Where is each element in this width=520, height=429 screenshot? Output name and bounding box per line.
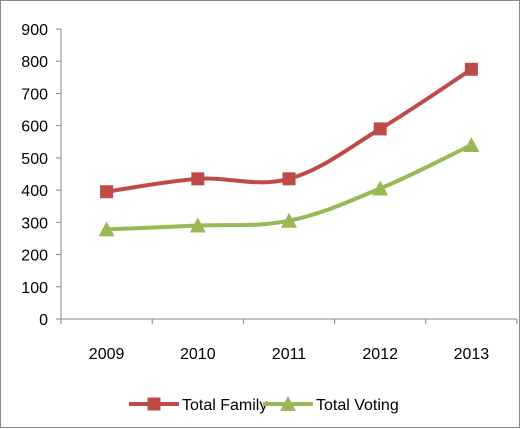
data-point-total-family [191,172,205,186]
legend-label-total-voting: Total Voting [316,397,399,414]
y-tick-label: 200 [21,248,48,265]
x-tick-label: 2010 [180,346,216,363]
y-tick-label: 100 [21,280,48,297]
legend-label-total-family: Total Family [182,397,267,414]
y-tick-label: 300 [21,215,48,232]
data-point-total-family [464,62,478,76]
legend-item-total-family: Total Family [129,397,267,414]
data-point-total-family [282,172,296,186]
x-axis-ticks: 2009 2010 2011 2012 2013 [60,319,518,363]
y-axis-ticks: 0 100 200 300 400 500 600 700 800 900 [21,22,61,329]
series-total-voting [98,137,480,237]
x-tick-label: 2009 [89,346,125,363]
y-tick-label: 800 [21,54,48,71]
data-point-total-voting [463,137,480,152]
data-point-total-voting [372,180,389,196]
series-total-family [100,62,478,199]
y-tick-label: 900 [21,22,48,39]
data-point-total-family [100,185,114,199]
series-layer [98,62,480,237]
y-tick-label: 600 [21,119,48,136]
y-tick-label: 400 [21,183,48,200]
x-tick-label: 2012 [362,346,398,363]
y-tick-label: 700 [21,86,48,103]
data-point-total-family [373,122,387,136]
x-tick-label: 2013 [454,346,490,363]
data-point-total-voting [98,221,115,237]
legend-marker-total-voting [280,396,296,411]
legend: Total Family Total Voting [129,396,399,414]
axes [60,29,517,320]
legend-marker-total-family [147,397,161,411]
y-tick-label: 0 [39,312,48,329]
data-point-total-voting [281,212,297,228]
y-tick-label: 500 [21,151,48,168]
legend-item-total-voting: Total Voting [263,396,399,414]
x-tick-label: 2011 [272,346,307,363]
data-point-total-voting [189,217,206,233]
